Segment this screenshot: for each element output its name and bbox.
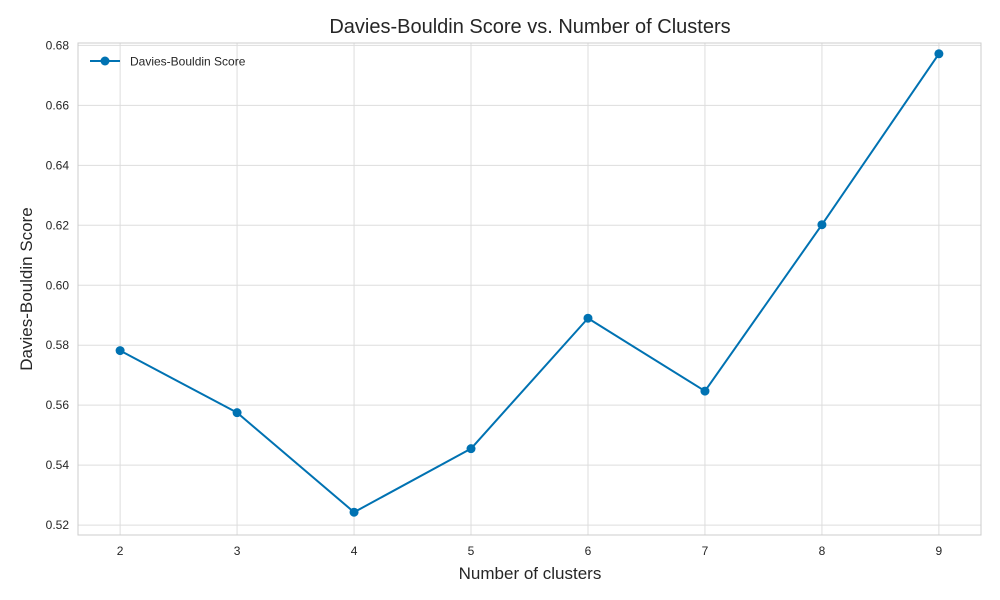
- data-point: [115, 346, 125, 356]
- x-tick-label: 8: [819, 544, 826, 558]
- y-tick-label: 0.68: [46, 38, 70, 52]
- x-tick-label: 2: [117, 544, 124, 558]
- data-point: [934, 49, 944, 59]
- y-tick-label: 0.64: [46, 158, 70, 172]
- x-tick-label: 6: [585, 544, 592, 558]
- x-tick-label: 7: [702, 544, 709, 558]
- legend-label: Davies-Bouldin Score: [130, 55, 246, 69]
- data-point: [466, 444, 476, 454]
- grid-lines: [78, 43, 981, 535]
- x-tick-label: 3: [234, 544, 241, 558]
- y-tick-label: 0.66: [46, 98, 70, 112]
- data-point: [349, 507, 359, 517]
- chart-title: Davies-Bouldin Score vs. Number of Clust…: [329, 16, 730, 38]
- legend-marker-swatch: [100, 56, 110, 66]
- data-point: [700, 386, 710, 396]
- legend: Davies-Bouldin Score: [90, 55, 246, 69]
- plot-area: [78, 43, 981, 535]
- series-line: [119, 53, 940, 514]
- y-axis-label: Davies-Bouldin Score: [17, 207, 36, 370]
- y-tick-labels: 0.52 0.54 0.56 0.58 0.60 0.62 0.64 0.66 0.68: [46, 38, 70, 532]
- x-axis-label: Number of clusters: [459, 564, 602, 583]
- x-tick-label: 4: [351, 544, 358, 558]
- x-tick-label: 9: [936, 544, 943, 558]
- data-point: [232, 408, 242, 418]
- series-group: [115, 49, 944, 517]
- x-tick-labels: 2 3 4 5 6 7 8 9: [117, 544, 943, 558]
- y-tick-label: 0.62: [46, 218, 70, 232]
- plot-frame: [77, 42, 982, 536]
- y-tick-label: 0.52: [46, 518, 70, 532]
- y-tick-label: 0.56: [46, 398, 70, 412]
- y-tick-label: 0.54: [46, 458, 70, 472]
- data-point: [817, 220, 827, 230]
- data-point: [583, 313, 593, 323]
- x-tick-label: 5: [468, 544, 475, 558]
- y-tick-label: 0.58: [46, 338, 70, 352]
- y-tick-label: 0.60: [46, 278, 70, 292]
